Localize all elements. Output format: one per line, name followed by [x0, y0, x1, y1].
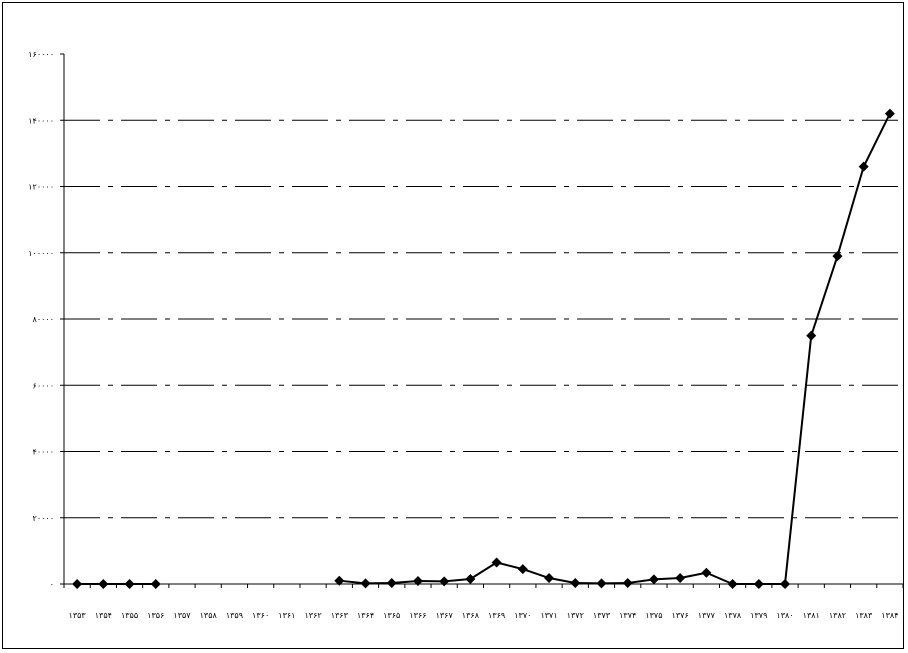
x-tick-label: ۱۳۷۵	[645, 611, 662, 620]
y-tick-label: ۴۰۰۰۰	[33, 448, 54, 457]
x-tick-label: ۱۳۶۱	[278, 611, 295, 620]
x-tick-label: ۱۳۷۰	[514, 611, 531, 620]
data-point	[753, 579, 764, 589]
x-tick-label: ۱۳۷۶	[672, 611, 689, 620]
x-tick-label: ۱۳۶۰	[252, 611, 269, 620]
x-tick-label: ۱۳۸۳	[855, 611, 873, 620]
data-point	[596, 578, 607, 589]
data-point	[72, 579, 83, 589]
data-point	[622, 578, 633, 589]
x-tick-label: ۱۳۸۰	[776, 611, 793, 620]
x-tick-label: ۱۳۵۳	[69, 611, 87, 620]
x-tick-label: ۱۳۶۴	[357, 611, 374, 620]
x-tick-labels: ۱۳۵۳ ۱۳۵۴ ۱۳۵۵ ۱۳۵۶ ۱۳۵۷ ۱۳۵۸ ۱۳۵۹ ۱۳۶۰ ۱۳۶۱ ۱۳۶۲…	[69, 611, 899, 620]
x-tick-label: ۱۳۵۵	[121, 611, 138, 620]
data-point	[439, 576, 450, 587]
data-point	[124, 579, 135, 589]
y-tick-label: ۸۰۰۰۰	[33, 315, 54, 324]
x-tick-label: ۱۳۶۵	[383, 611, 400, 620]
data-point	[465, 574, 476, 585]
data-point	[858, 161, 869, 172]
x-tick-label: ۱۳۸۱	[803, 611, 820, 620]
data-point	[570, 578, 581, 589]
data-point	[544, 573, 555, 584]
x-tick-label: ۱۳۵۹	[226, 611, 243, 620]
x-tick-label: ۱۳۵۷	[173, 611, 191, 620]
x-tick-label: ۱۳۶۸	[462, 611, 480, 620]
axes	[60, 53, 904, 588]
x-tick-label: ۱۳۸۲	[829, 611, 846, 620]
data-point	[334, 575, 345, 586]
x-tick-label: ۱۳۷۹	[750, 611, 767, 620]
x-tick-label: ۱۳۶۳	[331, 611, 349, 620]
data-point	[491, 557, 502, 568]
x-tick-label: ۱۳۵۶	[147, 611, 164, 620]
y-tick-labels: ۰ ۲۰۰۰۰ ۴۰۰۰۰ ۶۰۰۰۰ ۸۰۰۰۰ ۱۰۰۰۰۰ ۱۲۰۰۰۰ ۱۴۰۰۰۰ ۱…	[28, 50, 54, 589]
x-tick-label: ۱۳۶۹	[488, 611, 505, 620]
series-line	[77, 113, 891, 585]
data-point	[360, 578, 371, 589]
data-point	[150, 579, 161, 589]
y-tick-label: ۰	[50, 580, 54, 589]
x-tick-label: ۱۳۵۴	[95, 611, 112, 620]
series-markers	[72, 108, 895, 589]
x-tick-label: ۱۳۶۶	[409, 611, 426, 620]
x-tick-label: ۱۳۷۳	[593, 611, 611, 620]
x-tick-label: ۱۳۵۸	[200, 611, 218, 620]
data-point	[517, 564, 528, 575]
x-tick-label: ۱۳۷۲	[567, 611, 584, 620]
y-tick-label: ۶۰۰۰۰	[33, 381, 54, 390]
x-tick-label: ۱۳۷۸	[724, 611, 742, 620]
x-tick-label: ۱۳۷۱	[540, 611, 557, 620]
data-point	[780, 579, 791, 589]
series-line-segment	[339, 113, 891, 585]
data-point	[98, 579, 109, 589]
y-tick-label: ۱۰۰۰۰۰	[28, 249, 54, 258]
data-point	[832, 251, 843, 262]
y-tick-label: ۱۶۰۰۰۰	[28, 50, 54, 59]
data-point	[675, 573, 686, 584]
data-point	[884, 108, 895, 119]
data-point	[727, 579, 738, 589]
y-tick-label: ۱۲۰۰۰۰	[28, 183, 54, 192]
y-tick-label: ۱۴۰۰۰۰	[28, 116, 54, 125]
y-tick-label: ۲۰۰۰۰	[33, 514, 54, 523]
data-point	[806, 330, 817, 341]
data-point	[701, 567, 712, 578]
data-point	[386, 578, 397, 589]
x-tick-label: ۱۳۶۲	[304, 611, 321, 620]
x-tick-label: ۱۳۷۴	[619, 611, 636, 620]
gridlines	[64, 119, 903, 519]
x-tick-label: ۱۳۶۷	[436, 611, 454, 620]
data-point	[412, 576, 423, 587]
data-point	[648, 574, 659, 585]
x-tick-label: ۱۳۸۴	[881, 611, 898, 620]
x-tick-label: ۱۳۷۷	[698, 611, 716, 620]
